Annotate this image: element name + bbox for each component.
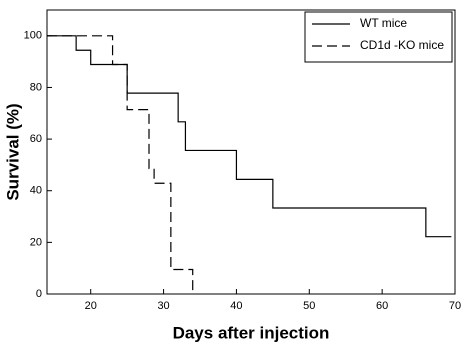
y-tick-label: 80 [30, 81, 42, 93]
x-tick-label: 40 [230, 300, 242, 312]
y-axis-title: Survival (%) [3, 103, 22, 200]
survival-line [47, 35, 194, 294]
x-tick-label: 50 [303, 300, 315, 312]
survival-line [47, 35, 452, 238]
y-tick-label: 20 [30, 236, 42, 248]
x-tick-label: 60 [376, 300, 388, 312]
y-tick-label: 60 [30, 133, 42, 145]
y-tick-label: 100 [24, 30, 42, 42]
legend-label: WT mice [360, 16, 407, 30]
plot-frame [46, 9, 456, 295]
legend-label: CD1d -KO mice [360, 38, 444, 52]
x-axis-title: Days after injection [173, 323, 330, 342]
y-tick-label: 40 [30, 185, 42, 197]
x-tick-label: 30 [157, 300, 169, 312]
x-tick-label: 20 [85, 300, 97, 312]
y-tick-label: 0 [36, 288, 42, 300]
legend-box [304, 11, 453, 63]
x-tick-label: 70 [449, 300, 461, 312]
